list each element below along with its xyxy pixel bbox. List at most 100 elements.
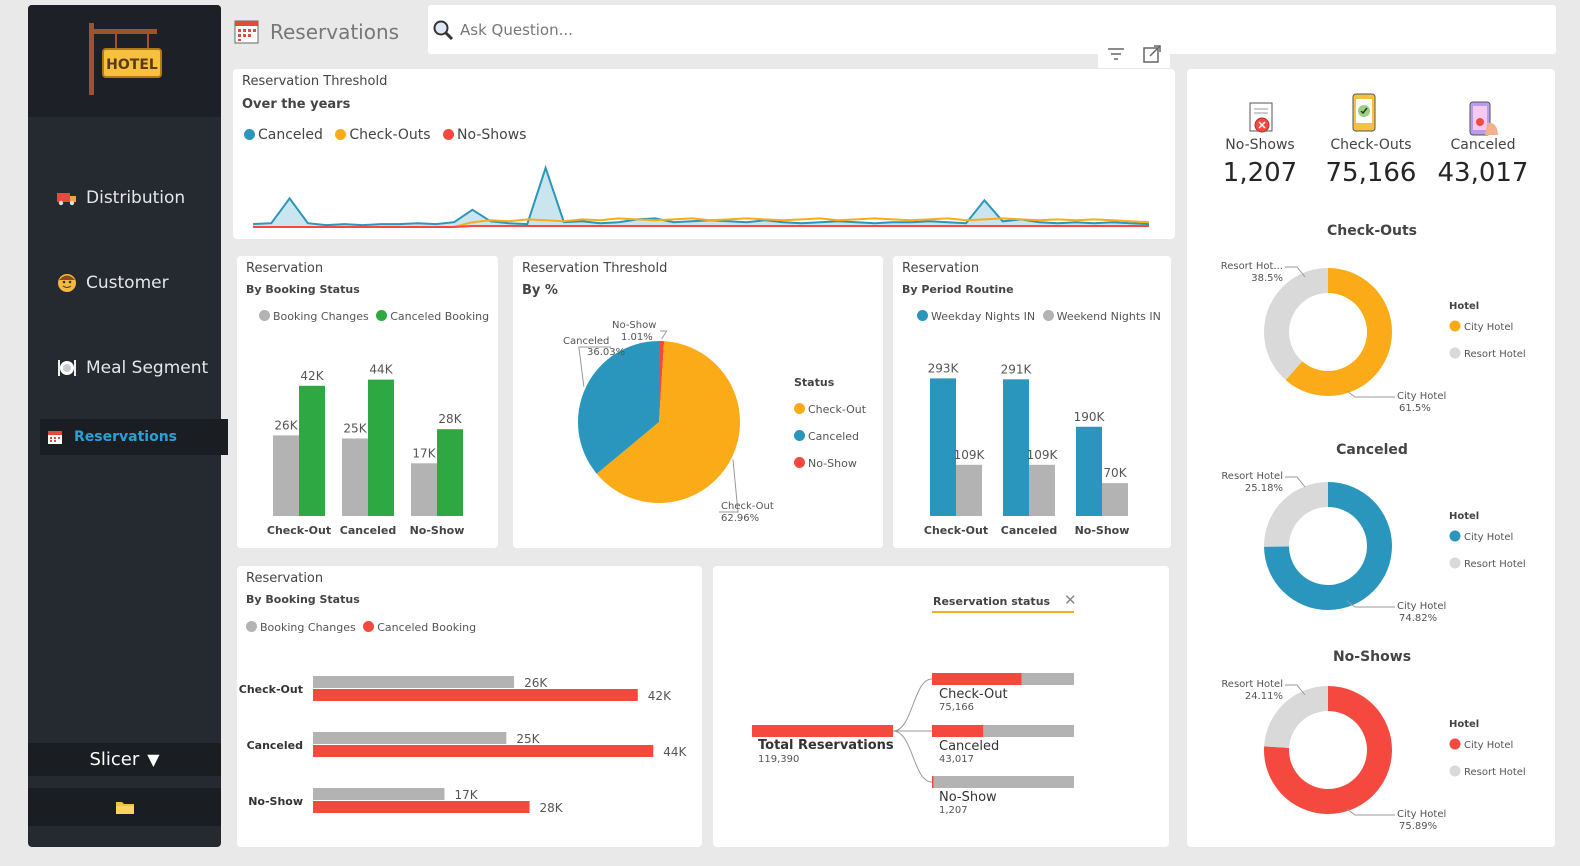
- nav-item-meal-segment[interactable]: Meal Segment: [28, 351, 221, 385]
- card-title: Reservation: [246, 261, 324, 276]
- data-label: 26K: [274, 418, 298, 432]
- slice-name-label: Resort Hot...: [1221, 261, 1283, 272]
- bar-legend: Booking Changes Canceled Booking: [259, 310, 489, 323]
- decomp-root-value: 119,390: [758, 754, 800, 765]
- bar: [313, 689, 638, 701]
- pie-card: Reservation Threshold By % Check-Out 62.9…: [513, 256, 883, 548]
- close-icon[interactable]: ✕: [1064, 591, 1077, 609]
- category-label: Canceled: [340, 524, 396, 537]
- nav-item-customer[interactable]: Customer: [28, 266, 221, 300]
- data-label: 293K: [928, 361, 960, 375]
- legend-label: Canceled: [808, 430, 860, 443]
- nav-item-distribution[interactable]: Distribution: [28, 181, 221, 215]
- legend-swatch: [794, 457, 805, 468]
- bar: [368, 379, 394, 516]
- visual-toolbar: [1098, 40, 1170, 68]
- slice-name-label: City Hotel: [1397, 809, 1446, 820]
- card-subtitle: By %: [522, 283, 558, 298]
- qa-search-box[interactable]: Ask Question...: [428, 5, 1556, 54]
- triangle-down-icon: ▼: [147, 750, 160, 769]
- focus-mode-icon[interactable]: [1143, 45, 1161, 63]
- nav-item-reservations[interactable]: Reservations: [40, 419, 228, 455]
- hotel-logo: HOTEL: [89, 23, 162, 95]
- donut-title: No-Shows: [1333, 649, 1411, 665]
- decomposition-tree: [752, 673, 1074, 788]
- category-label: No-Show: [410, 524, 465, 537]
- bar: [437, 429, 463, 516]
- data-label: 44K: [663, 745, 687, 759]
- data-label: 190K: [1074, 410, 1106, 424]
- legend-swatch: [1449, 530, 1461, 542]
- leader-line: [660, 330, 668, 340]
- data-label: 26K: [524, 676, 548, 690]
- card-title: Reservation: [246, 571, 324, 586]
- legend-title: Hotel: [1449, 719, 1479, 730]
- legend-label: Check-Out: [808, 403, 867, 416]
- no-show-doc-icon: [1249, 102, 1273, 133]
- slice-value-label: 25.18%: [1245, 483, 1283, 494]
- leader-line: [1285, 266, 1306, 278]
- legend-swatch: [794, 403, 805, 414]
- kpi-label: No-Shows: [1225, 137, 1295, 153]
- data-label: 44K: [369, 363, 393, 377]
- series-line: [253, 225, 1149, 228]
- data-label: 25K: [516, 732, 540, 746]
- pie-legend: Check-Out Canceled No-Show: [794, 396, 866, 477]
- bar: [411, 463, 437, 516]
- data-label: 28K: [438, 412, 462, 426]
- calendar-icon: [234, 20, 259, 44]
- pie-slice: [596, 341, 740, 504]
- decomp-child-label: No-Show: [939, 790, 997, 805]
- slice-name-label: Check-Out: [721, 501, 774, 512]
- nav-label: Meal Segment: [86, 358, 209, 378]
- tree-link: [892, 678, 933, 732]
- slicer-button[interactable]: Slicer ▼: [28, 743, 221, 776]
- logo-area: HOTEL: [28, 5, 221, 117]
- slice-value-label: 74.82%: [1399, 613, 1437, 624]
- category-label: Canceled: [247, 739, 303, 752]
- legend-swatch: [794, 430, 805, 441]
- legend-label: Booking Changes: [273, 310, 369, 323]
- legend-swatch: [244, 129, 255, 140]
- pie-legend-title: Status: [794, 376, 835, 389]
- bar: [1029, 464, 1055, 516]
- leader-line: [1346, 808, 1395, 816]
- bar: [313, 732, 507, 744]
- legend-title: Hotel: [1449, 511, 1479, 522]
- bar: [313, 745, 654, 757]
- slicer-label: Slicer: [89, 749, 140, 770]
- legend-label: Canceled Booking: [390, 310, 490, 323]
- category-label: Check-Out: [924, 524, 988, 537]
- logo-text: HOTEL: [106, 57, 158, 73]
- legend-label: No-Shows: [457, 127, 527, 143]
- child-bar-bg: [932, 776, 1074, 788]
- bar: [1003, 379, 1029, 516]
- line-legend: Canceled Check-Outs No-Shows: [244, 127, 526, 143]
- slice-value-label: 24.11%: [1245, 691, 1283, 702]
- child-bar: [932, 673, 1022, 685]
- donut-title: Check-Outs: [1327, 223, 1417, 239]
- truck-icon: [56, 187, 78, 209]
- folder-button[interactable]: [28, 788, 221, 826]
- line-chart: [252, 164, 1150, 228]
- kpi-value: 1,207: [1222, 158, 1298, 188]
- bar-legend: Weekday Nights IN Weekend Nights IN: [917, 310, 1161, 323]
- legend-title: Hotel: [1449, 301, 1479, 312]
- nav-label: Distribution: [86, 188, 186, 208]
- legend-swatch: [1042, 310, 1054, 321]
- booking-status-bar-chart: 26K 42K Check-Out 25K 44K Canceled 17K 28K No-Sh…: [267, 363, 465, 537]
- slice-value-label: 75.89%: [1399, 821, 1437, 832]
- decomp-child-label: Canceled: [939, 739, 1000, 754]
- data-label: 109K: [1027, 448, 1059, 462]
- legend-label: Weekend Nights IN: [1056, 310, 1161, 323]
- leader-line: [1285, 476, 1306, 488]
- filter-icon[interactable]: [1107, 47, 1125, 61]
- legend-label: Canceled: [258, 127, 323, 143]
- legend-swatch: [917, 310, 928, 321]
- slice-value-label: 62.96%: [721, 513, 759, 524]
- slice-value-label: 36.03%: [587, 347, 625, 358]
- card-title: Reservation Threshold: [522, 261, 668, 276]
- legend-swatch: [259, 310, 270, 321]
